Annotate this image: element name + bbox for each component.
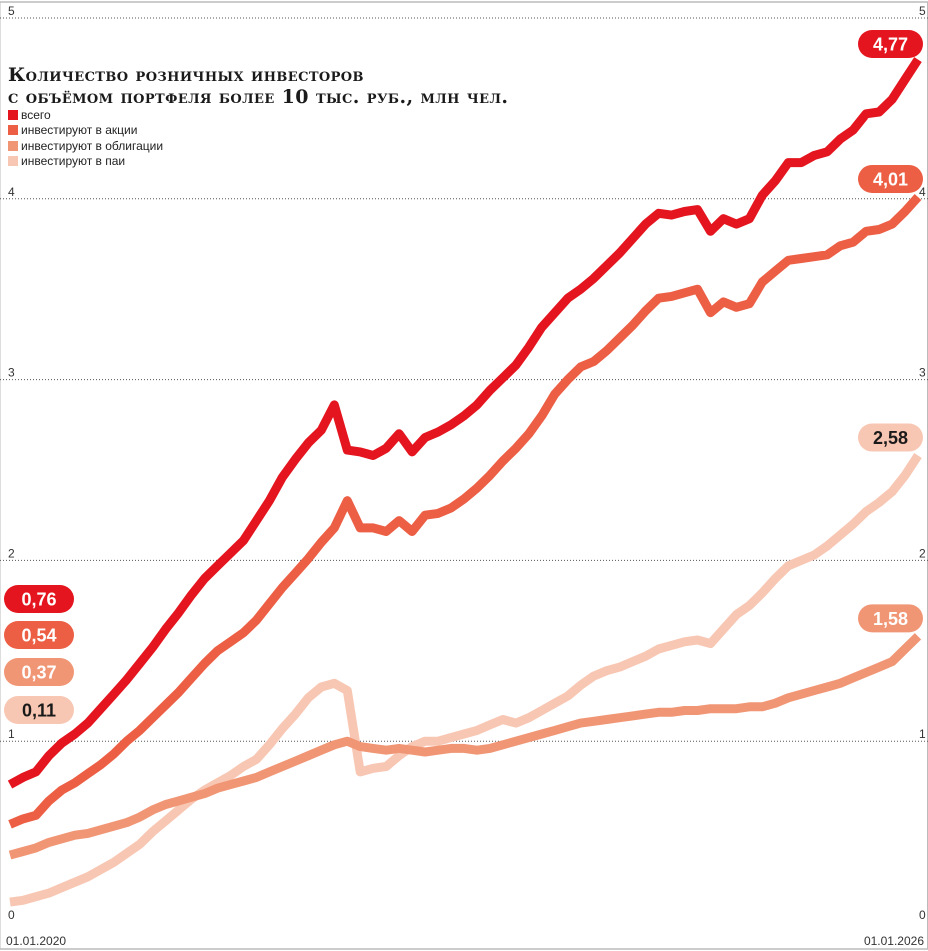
y-tick-right-1: 1 bbox=[919, 727, 926, 741]
series-line-2 bbox=[8, 633, 922, 860]
legend-label-total: всего bbox=[21, 107, 51, 122]
end-value-label-2-bg bbox=[858, 604, 923, 633]
x-axis-end-date: 01.01.2026 bbox=[863, 934, 924, 948]
end-value-label-0-bg bbox=[858, 30, 923, 58]
legend-item-total: всего bbox=[8, 107, 163, 123]
legend-item-bonds: инвестируют в облигации bbox=[8, 138, 163, 154]
x-axis-start-date: 01.01.2020 bbox=[6, 934, 67, 948]
y-tick-right-4: 4 bbox=[919, 185, 926, 199]
legend-item-stocks: инвестируют в акции bbox=[8, 123, 163, 139]
legend-item-funds: инвестируют в паи bbox=[8, 154, 163, 170]
value-labels: 0,76 4,77 0,54 4,01 0,37 1,58 0,11 2,58 bbox=[4, 30, 923, 724]
end-value-label-1-text: 4,01 bbox=[873, 169, 908, 189]
series-line-3 bbox=[9, 453, 922, 907]
legend-swatch-bonds bbox=[8, 140, 18, 151]
legend-label-bonds: инвестируют в облигации bbox=[21, 138, 164, 153]
start-value-label-1-bg bbox=[4, 621, 74, 649]
legend-swatch-funds bbox=[8, 156, 18, 167]
legend-swatch-total bbox=[8, 109, 18, 120]
chart-title-line1: Количество розничных инвесторов bbox=[8, 64, 364, 86]
start-value-label-1-text: 0,54 bbox=[21, 626, 56, 646]
end-value-label-3-text: 2,58 bbox=[873, 428, 908, 448]
y-tick-left-0: 0 bbox=[8, 908, 15, 922]
start-value-label-2-text: 0,37 bbox=[21, 663, 56, 683]
y-tick-right-0: 0 bbox=[919, 908, 926, 922]
end-value-label-1-bg bbox=[858, 164, 923, 193]
series-line-1 bbox=[8, 193, 922, 829]
y-tick-left-2: 2 bbox=[8, 546, 15, 560]
chart-title-line2: с объёмом портфеля более 10 тыс. руб., м… bbox=[8, 86, 509, 108]
legend-label-stocks: инвестируют в акции bbox=[21, 123, 138, 138]
start-value-label-0-text: 0,76 bbox=[21, 590, 56, 610]
start-value-label-3-text: 0,11 bbox=[22, 701, 56, 721]
legend-label-funds: инвестируют в паи bbox=[21, 154, 126, 169]
start-value-label-2-bg bbox=[4, 658, 74, 686]
y-tick-left-1: 1 bbox=[8, 727, 15, 741]
legend-swatch-stocks bbox=[8, 125, 18, 136]
y-tick-right-2: 2 bbox=[919, 546, 926, 560]
y-tick-left-5: 5 bbox=[8, 4, 15, 18]
y-tick-right-3: 3 bbox=[919, 366, 926, 380]
chart-title: Количество розничных инвесторов с объёмо… bbox=[8, 64, 508, 108]
end-value-label-3-bg bbox=[858, 423, 923, 452]
start-value-label-0-bg bbox=[4, 585, 74, 613]
series-line-0 bbox=[7, 57, 922, 789]
y-tick-left-4: 4 bbox=[8, 185, 15, 199]
y-tick-right-5: 5 bbox=[919, 4, 926, 18]
end-value-label-2-text: 1,58 bbox=[873, 609, 908, 629]
end-value-label-0-text: 4,77 bbox=[873, 35, 908, 55]
y-tick-left-3: 3 bbox=[8, 366, 15, 380]
legend: всего инвестируют в акции инвестируют в … bbox=[8, 107, 163, 169]
start-value-label-3-bg bbox=[4, 696, 74, 724]
series-lines bbox=[7, 57, 922, 907]
